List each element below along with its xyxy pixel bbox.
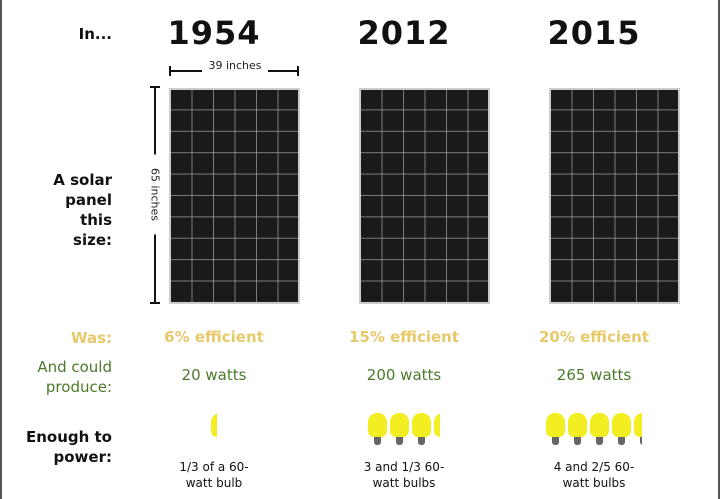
light-bulb-icon [612, 413, 632, 449]
light-bulb-icon [546, 413, 566, 449]
light-bulb-icon [634, 413, 642, 449]
light-bulb-icon [210, 413, 218, 449]
year-1: 2012 [357, 14, 451, 52]
watts-2: 265 watts [556, 366, 632, 384]
watts-0: 20 watts [181, 366, 247, 384]
label-was: Was: [70, 329, 112, 347]
bulb-group [134, 413, 294, 449]
solar-panel-image [169, 88, 300, 304]
year-2: 2015 [547, 14, 641, 52]
bulb-group [514, 413, 674, 449]
width-dimension-label: 39 inches [202, 59, 268, 72]
label-power: Enough to power: [25, 428, 112, 466]
light-bulb-icon [433, 413, 441, 449]
watts-1: 200 watts [366, 366, 442, 384]
power-text-0: 1/3 of a 60-watt bulb [179, 460, 249, 490]
bulb-group [324, 413, 484, 449]
year-0: 1954 [167, 14, 261, 52]
efficiency-1: 15% efficient [348, 328, 460, 346]
solar-panel-image [549, 88, 680, 304]
label-produce: And could produce: [37, 358, 112, 396]
efficiency-2: 20% efficient [538, 328, 650, 346]
power-text-1: 3 and 1/3 60-watt bulbs [363, 460, 445, 490]
label-panel: A solar panel this size: [53, 171, 112, 249]
solar-panel-image [359, 88, 490, 304]
light-bulb-icon [568, 413, 588, 449]
light-bulb-icon [389, 413, 409, 449]
height-dimension-label: 65 inches [148, 154, 162, 235]
power-text-2: 4 and 2/5 60-watt bulbs [553, 460, 635, 490]
efficiency-0: 6% efficient [164, 328, 264, 346]
light-bulb-icon [411, 413, 431, 449]
label-in: In... [78, 25, 112, 43]
light-bulb-icon [367, 413, 387, 449]
light-bulb-icon [590, 413, 610, 449]
